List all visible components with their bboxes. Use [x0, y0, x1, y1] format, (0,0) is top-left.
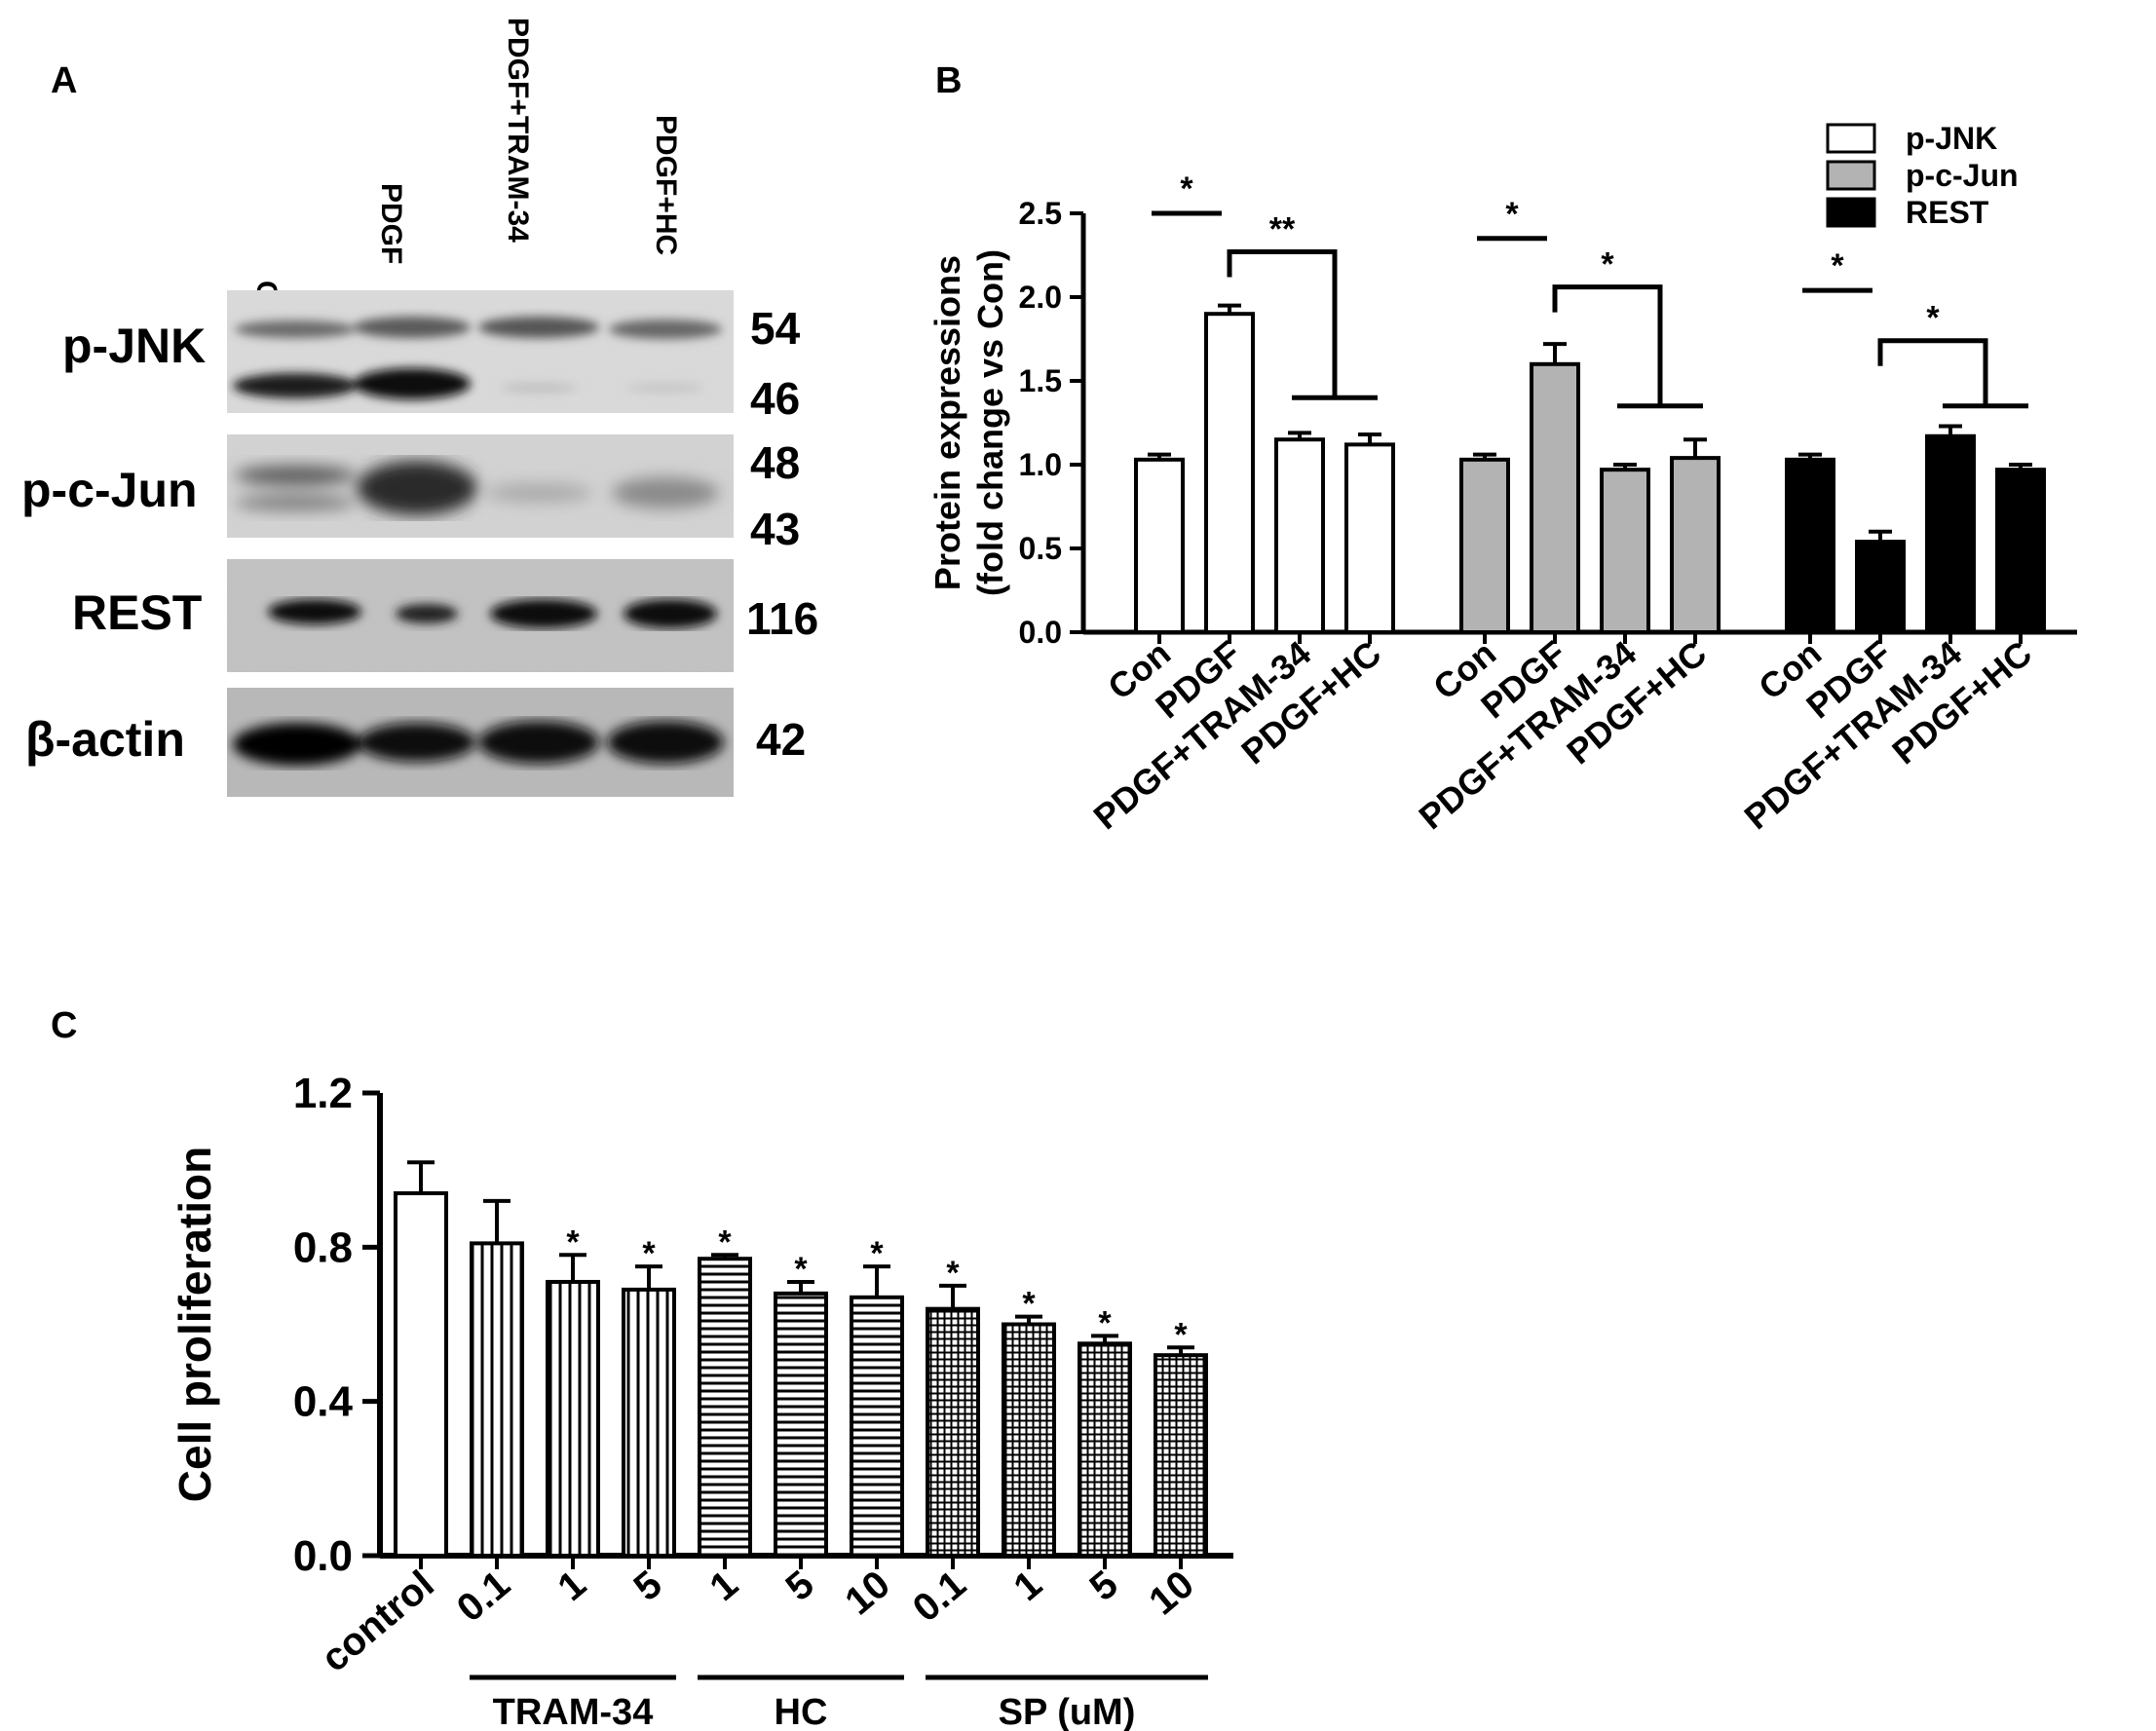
bar-c	[926, 1306, 980, 1558]
y-axis-label-b: Protein expressions(fold change vs Con)	[927, 249, 1010, 596]
mw-label-48: 48	[750, 437, 801, 488]
legend-label-b: REST	[1906, 195, 1989, 230]
panel-label-c: C	[51, 1005, 78, 1046]
bar-b	[1459, 457, 1510, 634]
bar-c	[546, 1279, 600, 1558]
significance-mark-b: *	[1180, 170, 1193, 207]
y-tick-label-b: 0.0	[1019, 615, 1062, 650]
significance-mark-c: *	[794, 1251, 808, 1288]
bar-b	[1274, 437, 1325, 635]
mw-label-46: 46	[750, 373, 801, 424]
significance-mark-b: *	[1505, 196, 1519, 233]
x-tick-label-c: 0.1	[905, 1562, 974, 1630]
blot-strip-rest	[227, 559, 734, 672]
protein-label-p-c-jun: p-c-Jun	[21, 463, 198, 517]
significance-mark-c: *	[642, 1235, 656, 1272]
bar-c	[394, 1190, 448, 1559]
bar-b	[1134, 457, 1185, 634]
protein-label-rest: REST	[72, 585, 203, 640]
significance-bracket-b	[1227, 249, 1338, 398]
group-label-c: HC	[775, 1692, 828, 1731]
significance-mark-c: *	[1022, 1286, 1036, 1323]
legend-swatch-b	[1826, 160, 1876, 191]
bar-b	[1855, 540, 1906, 634]
mw-label-54: 54	[750, 303, 801, 354]
x-tick-label-c: 1	[1005, 1562, 1049, 1609]
legend-swatch-b	[1826, 197, 1876, 228]
bar-b	[1344, 442, 1395, 634]
bar-b	[1530, 361, 1580, 634]
bar-b	[1670, 456, 1721, 634]
significance-mark-b: *	[1926, 300, 1940, 337]
bar-b	[1204, 312, 1255, 634]
protein-expression-chart: 0.0 0.5 1.0 1.5 2.0 2.5 Protein expressions(fo…	[927, 121, 2077, 837]
x-tick-label-c: control	[314, 1562, 442, 1680]
protein-label-p-jnk: p-JNK	[62, 319, 207, 373]
significance-mark-c: *	[1174, 1316, 1188, 1353]
bar-c	[622, 1287, 676, 1558]
panel-label-b: B	[935, 60, 963, 101]
bar-c	[850, 1295, 904, 1558]
bar-b	[1995, 468, 2046, 634]
bar-b	[1785, 457, 1835, 634]
significance-mark-c: *	[1098, 1304, 1112, 1341]
blot-strip-beta-actin	[227, 688, 734, 797]
legend-label-b: p-JNK	[1906, 121, 1997, 156]
y-tick-label-b: 0.5	[1019, 531, 1062, 566]
group-label-c: SP (uM)	[999, 1692, 1136, 1731]
blot-bands-p-jnk	[233, 317, 722, 399]
x-tick-label-c: 10	[837, 1562, 897, 1623]
blot-bands-beta-actin	[233, 721, 724, 766]
y-tick-label-c: 0.0	[293, 1532, 353, 1580]
significance-mark-c: *	[718, 1223, 732, 1261]
bar-c	[698, 1257, 752, 1558]
x-tick-label-c: 10	[1141, 1562, 1201, 1623]
significance-bracket-b	[1877, 338, 1988, 406]
bar-c	[1154, 1353, 1208, 1558]
legend-swatch-b	[1826, 123, 1876, 154]
x-tick-label-c: 5	[625, 1562, 669, 1609]
significance-mark-c: *	[870, 1235, 884, 1272]
x-tick-label-c: 0.1	[449, 1562, 518, 1630]
blot-strip-p-c-jun	[227, 434, 734, 538]
bar-b	[1925, 433, 1976, 635]
blot-bands-p-c-jun	[235, 461, 719, 515]
y-tick-label-b: 2.5	[1019, 196, 1062, 231]
significance-bracket-b	[1552, 284, 1663, 406]
significance-mark-b: *	[1601, 246, 1614, 283]
protein-label-beta-actin: β-actin	[25, 712, 185, 767]
blot-bands-rest	[227, 559, 734, 672]
mw-label-43: 43	[750, 504, 801, 554]
x-tick-label-c: 5	[1081, 1562, 1125, 1609]
significance-mark-c: *	[566, 1223, 580, 1261]
y-tick-label-b: 1.0	[1019, 447, 1062, 482]
y-tick-label-b: 1.5	[1019, 363, 1062, 398]
mw-label-42: 42	[756, 714, 807, 765]
mw-label-116: 116	[746, 593, 819, 644]
y-tick-label-c: 1.2	[293, 1070, 353, 1117]
bar-c	[1078, 1341, 1132, 1558]
y-tick-label-c: 0.8	[293, 1223, 353, 1271]
bar-b	[1600, 468, 1650, 634]
significance-mark-b: *	[1831, 247, 1844, 284]
legend-label-b: p-c-Jun	[1906, 158, 2019, 193]
x-tick-label-c: 1	[549, 1562, 593, 1609]
y-tick-label-c: 0.4	[293, 1378, 354, 1426]
x-tick-label-c: 5	[777, 1562, 821, 1609]
significance-mark-b: **	[1269, 211, 1296, 248]
blot-strip-p-jnk	[227, 290, 734, 413]
x-tick-label-c: 1	[701, 1562, 745, 1609]
bar-c	[470, 1241, 524, 1558]
bar-c	[774, 1291, 828, 1558]
y-tick-label-b: 2.0	[1019, 280, 1062, 315]
group-label-c: TRAM-34	[493, 1692, 654, 1731]
panel-label-a: A	[51, 60, 78, 101]
y-axis-label-c: Cell proliferation	[170, 1147, 220, 1502]
significance-mark-c: *	[946, 1255, 960, 1292]
bar-c	[1002, 1322, 1056, 1558]
